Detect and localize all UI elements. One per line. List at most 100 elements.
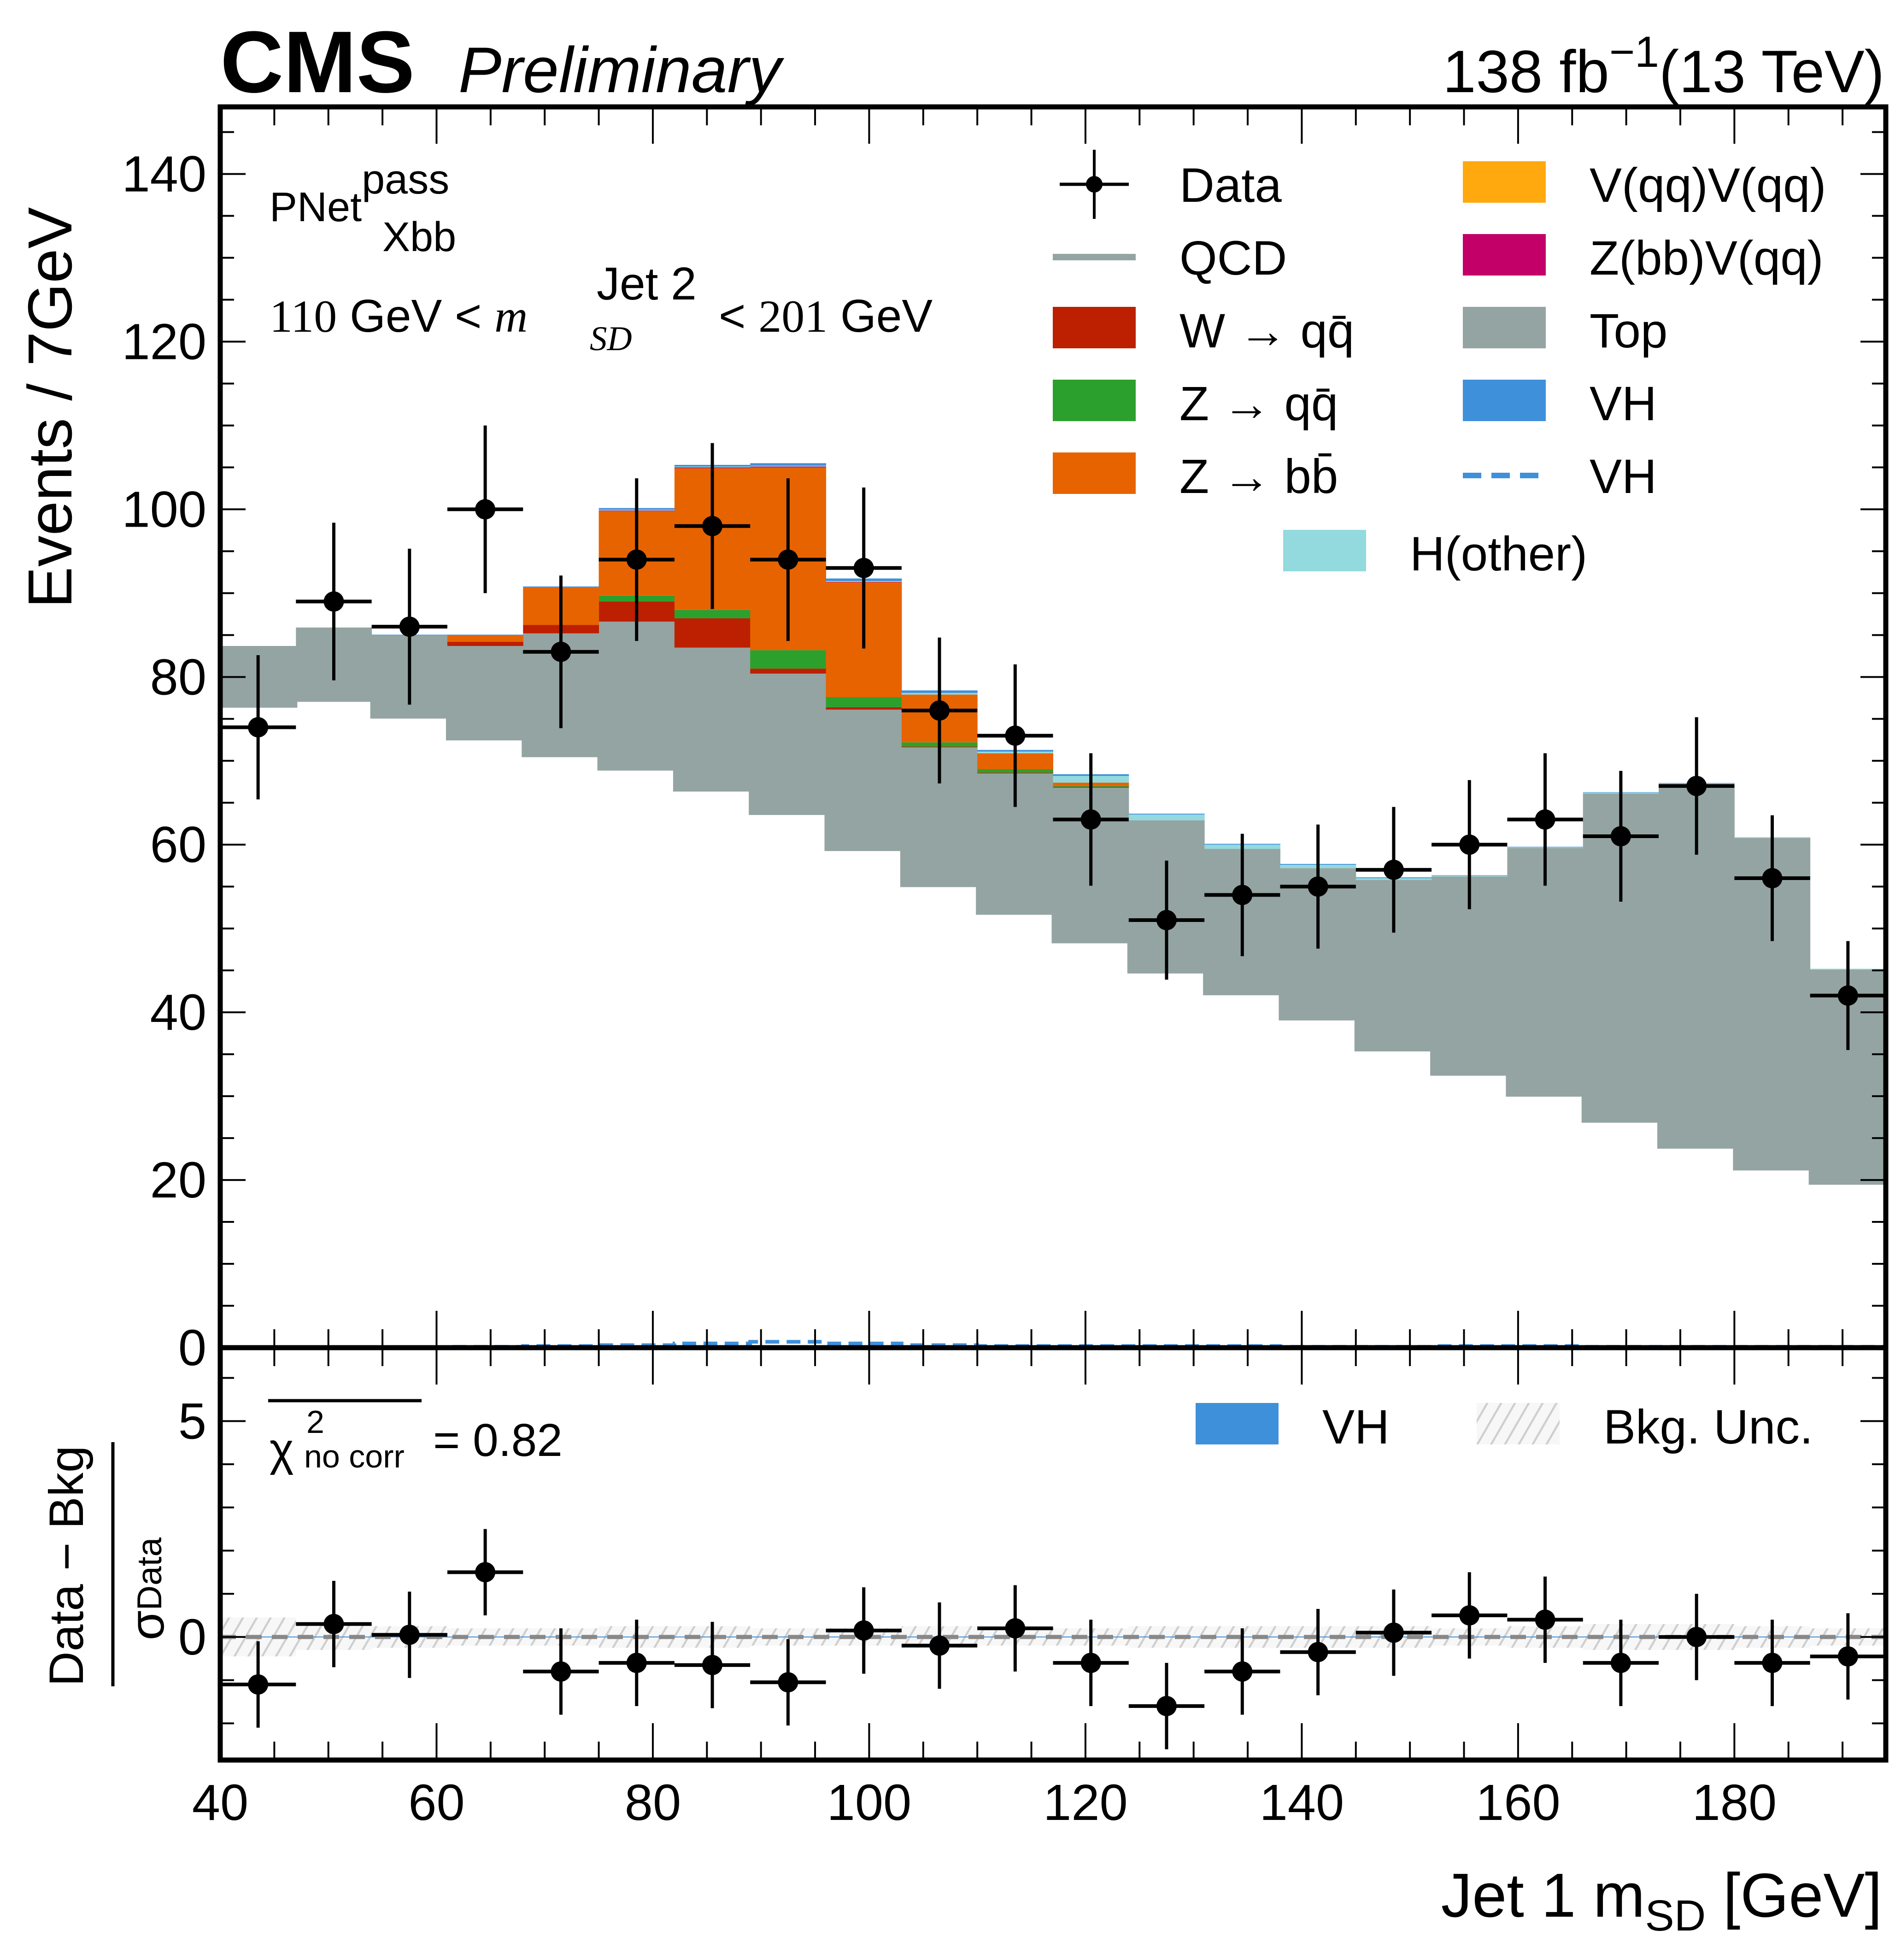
stack-bar-top: [826, 710, 902, 850]
legend-fill-swatch: [1463, 234, 1546, 276]
pull-point: [826, 1587, 902, 1674]
data-marker: [248, 717, 269, 738]
stack-bar-top: [1432, 876, 1508, 1074]
data-point: [977, 664, 1053, 807]
data-marker: [1837, 985, 1858, 1006]
legend-label: VH: [1590, 450, 1657, 504]
mass-cut-label: 110 GeV < m: [270, 290, 528, 342]
x-tick-label: 120: [1043, 1774, 1128, 1831]
pull-marker: [1232, 1661, 1253, 1682]
data-point: [1204, 833, 1280, 957]
pull-marker: [1308, 1642, 1328, 1662]
chi2-sub: no corr: [304, 1438, 405, 1474]
data-point: [1355, 807, 1432, 933]
data-point: [1507, 753, 1583, 886]
data-point: [296, 522, 372, 681]
cut-low: 110: [270, 291, 337, 342]
legend-label: Z(bb)V(qq): [1590, 231, 1824, 285]
qcd-line: [220, 699, 1886, 1185]
data-marker: [1156, 910, 1177, 931]
ratio-ylabel-numerator: Data − Bkg: [40, 1446, 94, 1686]
chi2-value: = 0.82: [433, 1414, 563, 1466]
data-point: [1280, 824, 1356, 949]
legend-entry-zqq: Z → qq̄: [1053, 377, 1338, 431]
data-point: [826, 487, 902, 649]
data-marker: [1686, 775, 1707, 796]
data-point: [1583, 771, 1659, 902]
stack-bar-top: [598, 622, 675, 769]
pull-point: [750, 1639, 826, 1726]
legend-label: V(qq)V(qq): [1590, 158, 1826, 212]
legend-label: QCD: [1179, 231, 1287, 285]
pull-marker: [1610, 1653, 1631, 1673]
tagger-sup: pass: [362, 157, 449, 203]
ratio-plot: 40 60 80 100 120 140 160 180 0 5: [178, 107, 1889, 1831]
ratio-ylabel-denominator: σData: [120, 1537, 174, 1640]
y-tick-label: 120: [122, 313, 206, 370]
pull-point: [1128, 1663, 1205, 1749]
data-marker: [853, 557, 874, 578]
data-marker: [1535, 809, 1555, 830]
stack-bar-vh: [750, 463, 827, 466]
pull-point: [1507, 1576, 1583, 1663]
data-marker: [1459, 834, 1480, 855]
stack-bar-top: [1507, 848, 1584, 1096]
tagger-base: PNet: [270, 184, 362, 230]
energy-label: (13 TeV): [1659, 38, 1884, 105]
x-tick-label: 180: [1692, 1774, 1777, 1831]
x-tick-label: 160: [1476, 1774, 1561, 1831]
x-tick-label: 60: [408, 1774, 464, 1831]
pull-point: [1204, 1628, 1280, 1715]
stack-bar-w-qq-: [447, 641, 523, 646]
legend-entry-data: Data: [1060, 150, 1282, 219]
data-point: [1810, 941, 1886, 1050]
legend-label: VH: [1322, 1400, 1390, 1454]
legend-fill-swatch: [1053, 307, 1136, 348]
pull-point: [1280, 1608, 1356, 1696]
data-marker: [1232, 885, 1253, 905]
pull-marker: [1535, 1609, 1555, 1630]
legend-entry-zbb: Z → bb̄: [1053, 450, 1338, 504]
ratio-ylabel-sigma: σ: [120, 1610, 174, 1640]
legend-fill-swatch: [1196, 1403, 1279, 1444]
pull-point: [296, 1581, 372, 1667]
pull-marker: [853, 1620, 874, 1641]
data-point: [220, 655, 296, 799]
cut-high-label: < 201 GeV: [719, 290, 933, 342]
data-marker: [323, 591, 344, 612]
cut-var: m: [494, 291, 528, 342]
data-point: [371, 548, 447, 705]
data-marker: [702, 516, 723, 536]
lumi-value: 138 fb: [1443, 38, 1609, 105]
lumi-exponent: −1: [1609, 28, 1659, 76]
ratio-y-tick-label: 0: [178, 1609, 206, 1666]
x-axis-label-unit: [GeV]: [1706, 1860, 1882, 1930]
data-marker: [1383, 859, 1404, 880]
pull-point: [674, 1622, 751, 1708]
pull-marker: [702, 1655, 723, 1675]
stack-bar-h-other-: [750, 465, 827, 467]
tagger-sub: Xbb: [382, 214, 456, 260]
ratio-y-tick-label: 5: [178, 1393, 206, 1449]
legend-fill-swatch: [1463, 307, 1546, 348]
pull-marker: [1383, 1622, 1404, 1643]
tagger-label: PNetpass: [270, 157, 449, 230]
legend-label: Data: [1179, 158, 1282, 212]
x-axis-label-main: Jet 1 m: [1441, 1860, 1645, 1930]
stack-bar-h-other-: [1128, 814, 1205, 821]
legend-entry-qcd: QCD: [1053, 231, 1287, 285]
data-marker: [399, 616, 420, 637]
data-point: [1734, 815, 1810, 941]
pull-marker: [1686, 1626, 1707, 1647]
pull-marker: [323, 1614, 344, 1634]
legend-main: Data QCD W → qq̄ Z → qq̄ Z → bb̄ V(qq)V(qq) Z(…: [1053, 150, 1826, 581]
pull-point: [523, 1628, 599, 1715]
stack-bar-z-qq-: [674, 610, 751, 618]
legend-entry-vh: VH: [1463, 377, 1657, 431]
pull-point: [1810, 1613, 1886, 1700]
cut-var-sup: Jet 2: [597, 258, 697, 310]
pull-point: [1355, 1589, 1432, 1676]
stack-bar-z-qq-: [826, 697, 902, 707]
